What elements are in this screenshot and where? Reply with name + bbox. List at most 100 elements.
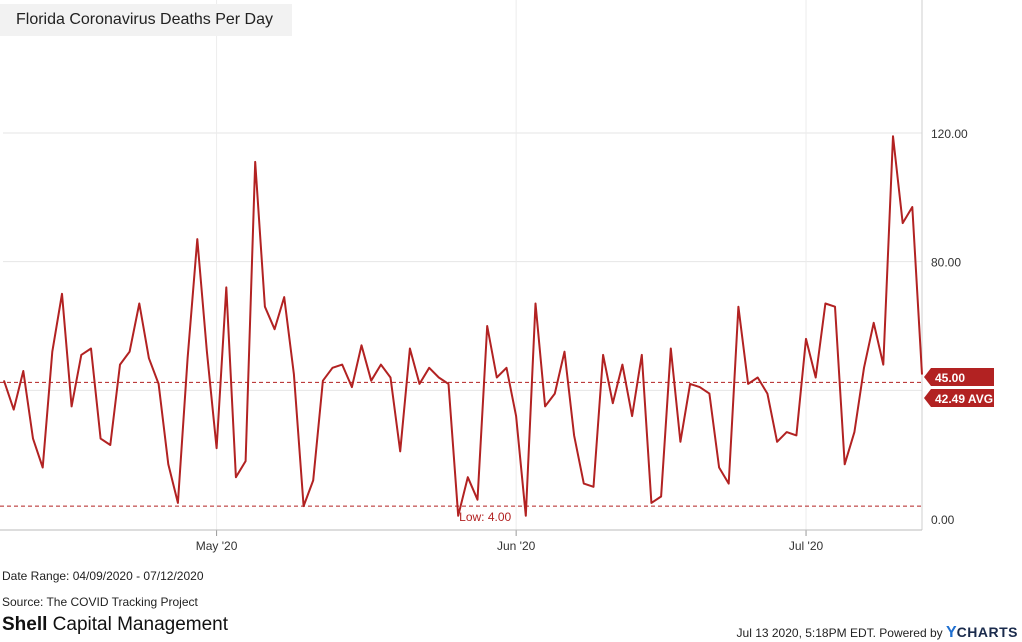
- low-label: Low: 4.00: [459, 510, 511, 524]
- data-point: [158, 383, 160, 385]
- logo-rest-text: Capital Management: [47, 614, 229, 635]
- data-point: [331, 367, 334, 369]
- data-point: [786, 431, 788, 433]
- series-layer: [3, 135, 923, 517]
- data-point: [42, 466, 44, 469]
- powered-text: Jul 13 2020, 5:18PM EDT. Powered by: [736, 626, 946, 640]
- data-point: [100, 437, 102, 440]
- last-value-tag-text: 45.00: [935, 371, 965, 385]
- data-point: [641, 354, 643, 356]
- data-point: [138, 302, 140, 305]
- data-point: [187, 357, 189, 359]
- average-tag-text: 42.49 AVG: [935, 392, 993, 406]
- data-point: [225, 286, 227, 288]
- x-tick-label: May '20: [196, 539, 238, 553]
- data-point: [215, 447, 218, 449]
- data-point: [515, 415, 517, 417]
- data-point: [254, 161, 256, 163]
- data-point: [554, 392, 556, 395]
- data-point: [196, 238, 198, 240]
- data-point: [399, 450, 401, 453]
- y-tick-label: 0.00: [931, 513, 955, 527]
- chart-grid: [3, 0, 922, 530]
- data-point: [244, 460, 247, 462]
- data-point: [22, 370, 24, 372]
- chart-title-box: Florida Coronavirus Deaths Per Day: [0, 4, 292, 36]
- data-point: [32, 437, 34, 440]
- source-note: Source: The COVID Tracking Project: [2, 595, 198, 609]
- data-point: [467, 476, 469, 478]
- data-point: [496, 376, 498, 379]
- data-point: [119, 364, 121, 366]
- average-tag-bg: [924, 389, 994, 407]
- data-point: [486, 325, 488, 327]
- data-point: [206, 351, 208, 353]
- data-point: [766, 392, 768, 395]
- data-point: [457, 515, 459, 517]
- data-point: [351, 386, 353, 388]
- data-point: [447, 383, 450, 385]
- data-point: [71, 405, 73, 408]
- data-point: [708, 392, 711, 395]
- last-value-tag: 45.00: [924, 368, 994, 386]
- data-point: [921, 373, 923, 375]
- data-point: [892, 135, 894, 137]
- data-point: [699, 386, 701, 388]
- data-point: [61, 293, 63, 295]
- data-point: [3, 380, 5, 382]
- data-point: [360, 344, 363, 346]
- data-point: [853, 431, 855, 433]
- logo-bold-text: Shell: [2, 614, 48, 635]
- powered-by: Jul 13 2020, 5:18PM EDT. Powered by YCHA…: [737, 624, 1018, 642]
- data-point: [51, 351, 53, 353]
- data-point: [418, 383, 421, 385]
- data-point: [592, 486, 595, 488]
- x-tick-label: Jun '20: [497, 539, 536, 553]
- ycharts-wordmark: CHARTS: [956, 624, 1018, 640]
- data-point: [534, 302, 537, 305]
- data-point: [631, 415, 633, 417]
- data-point: [409, 347, 411, 350]
- data-point: [167, 463, 169, 465]
- data-point: [273, 328, 276, 330]
- data-point: [370, 380, 372, 382]
- data-point: [689, 383, 691, 385]
- data-point: [902, 222, 904, 224]
- data-point: [544, 405, 546, 408]
- data-point: [747, 383, 749, 385]
- data-point: [428, 367, 430, 369]
- data-point: [679, 441, 682, 443]
- data-point: [621, 364, 624, 366]
- data-point: [728, 483, 730, 485]
- data-point: [670, 347, 672, 350]
- data-point: [129, 351, 131, 353]
- shell-capital-logo: Shell Capital Management: [2, 614, 228, 636]
- data-point: [235, 476, 237, 478]
- data-point: [573, 434, 575, 436]
- data-point: [844, 463, 846, 465]
- data-point: [660, 495, 662, 498]
- data-point: [563, 351, 566, 353]
- data-point: [776, 441, 778, 443]
- data-point: [380, 364, 382, 366]
- data-point: [476, 499, 479, 501]
- data-point: [264, 306, 266, 308]
- data-point: [583, 483, 585, 485]
- chart-axes: [0, 0, 923, 536]
- data-point: [873, 322, 875, 324]
- data-point: [283, 296, 285, 298]
- data-point: [312, 479, 314, 481]
- data-point: [525, 515, 527, 517]
- data-point: [737, 306, 740, 308]
- data-point: [834, 306, 836, 308]
- data-point: [13, 409, 15, 411]
- data-point: [805, 338, 807, 340]
- chart-title: Florida Coronavirus Deaths Per Day: [16, 11, 273, 28]
- data-point: [824, 302, 826, 305]
- series-line: [3, 135, 923, 517]
- chart-labels: 0.00 80.00 120.00 May '20 Jun '20 Jul '20 Low:…: [196, 127, 994, 553]
- data-point: [882, 364, 884, 366]
- x-tick-label: Jul '20: [789, 539, 824, 553]
- reference-lines: [0, 381, 922, 507]
